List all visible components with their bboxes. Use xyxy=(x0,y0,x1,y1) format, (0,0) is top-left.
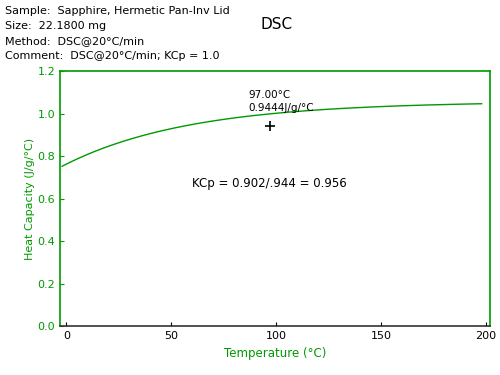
Text: 97.00°C
0.9444J/g/°C: 97.00°C 0.9444J/g/°C xyxy=(249,90,314,113)
Text: Comment:  DSC@20°C/min; KCp = 1.0: Comment: DSC@20°C/min; KCp = 1.0 xyxy=(5,51,220,61)
Text: Size:  22.1800 mg: Size: 22.1800 mg xyxy=(5,21,106,31)
Text: DSC: DSC xyxy=(260,17,292,32)
X-axis label: Temperature (°C): Temperature (°C) xyxy=(224,346,326,360)
Text: Sample:  Sapphire, Hermetic Pan-Inv Lid: Sample: Sapphire, Hermetic Pan-Inv Lid xyxy=(5,6,230,16)
Text: Method:  DSC@20°C/min: Method: DSC@20°C/min xyxy=(5,36,144,46)
Text: KCp = 0.902/.944 = 0.956: KCp = 0.902/.944 = 0.956 xyxy=(192,177,347,190)
Y-axis label: Heat Capacity (J/g/°C): Heat Capacity (J/g/°C) xyxy=(24,138,34,260)
